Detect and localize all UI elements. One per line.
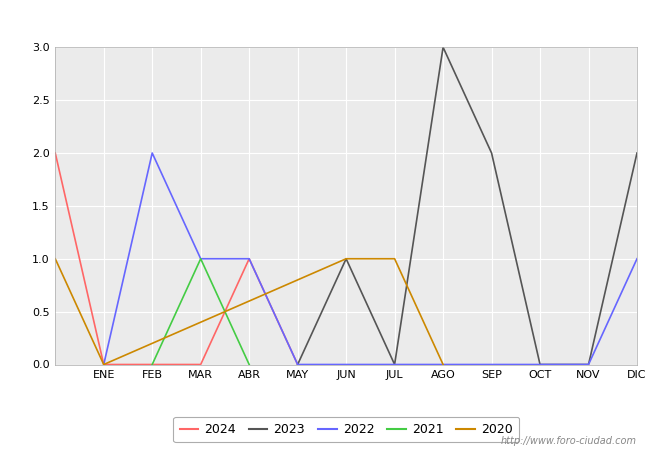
Text: Matriculaciones de Vehiculos en Gátova: Matriculaciones de Vehiculos en Gátova [159,8,491,26]
Text: http://www.foro-ciudad.com: http://www.foro-ciudad.com [501,436,637,446]
Legend: 2024, 2023, 2022, 2021, 2020: 2024, 2023, 2022, 2021, 2020 [174,417,519,442]
